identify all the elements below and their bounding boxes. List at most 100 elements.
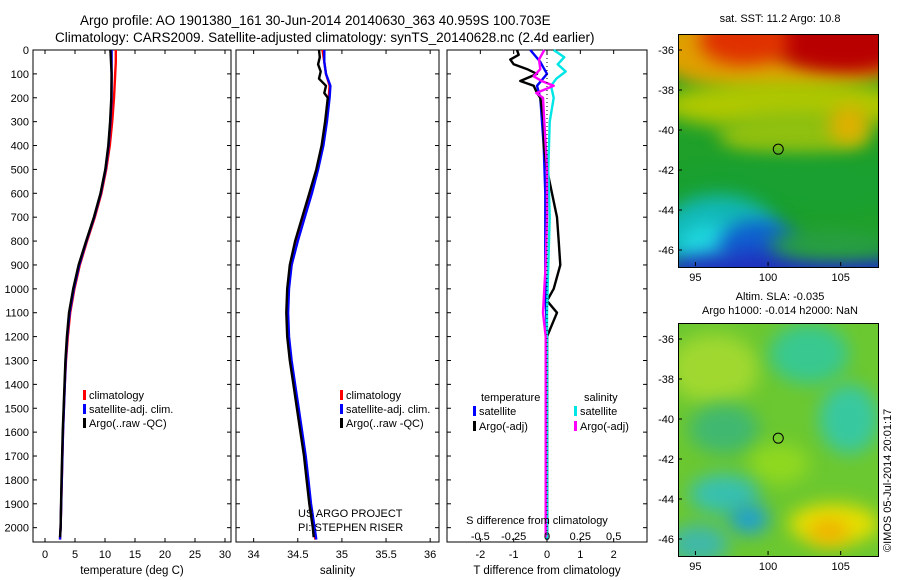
x-tick-label: 20 xyxy=(159,549,171,561)
x-tick-label: 36 xyxy=(424,549,436,561)
series-line-3 xyxy=(545,49,567,540)
legend-label: climatology xyxy=(89,390,145,402)
x-axis-label: temperature (deg C) xyxy=(80,565,184,577)
map-lat-label: -44 xyxy=(658,494,674,506)
map-lat-label: -46 xyxy=(658,534,674,546)
map-lat-label: -38 xyxy=(658,374,674,386)
x2-tick-label: 0.25 xyxy=(570,531,591,543)
legend-label: satellite-adj. clim. xyxy=(89,404,173,416)
legend-swatch xyxy=(574,421,577,431)
x2-tick-label: -0.25 xyxy=(501,531,526,543)
imos-credit: ©IMOS 05-Jul-2014 20:01:17 xyxy=(882,408,894,552)
map-lon-label: 105 xyxy=(832,561,850,573)
legend-swatch xyxy=(83,390,86,400)
y-tick-label: 100 xyxy=(11,69,29,81)
x-tick-label: 15 xyxy=(129,549,141,561)
y-tick-label: 1100 xyxy=(5,308,29,320)
x-tick-label: 10 xyxy=(99,549,111,561)
x-axis-label: T difference from climatology xyxy=(473,565,620,577)
y-tick-label: 1200 xyxy=(5,332,29,344)
y-tick-label: 400 xyxy=(11,141,29,153)
legend-label: Argo(-adj) xyxy=(580,421,629,433)
x-tick-label: 34 xyxy=(248,549,260,561)
x2-tick-label: 0 xyxy=(544,531,550,543)
y-tick-label: 700 xyxy=(11,212,29,224)
series-line-2 xyxy=(509,49,562,538)
legend-label: satellite xyxy=(479,406,516,418)
legend-swatch xyxy=(340,418,343,428)
y-tick-label: 1900 xyxy=(5,499,29,511)
map-lon-label: 100 xyxy=(759,561,777,573)
legend-swatch xyxy=(83,404,86,414)
sla-map-title2: Argo h1000: -0.014 h2000: NaN xyxy=(702,305,858,317)
y-tick-label: 300 xyxy=(11,117,29,129)
project-annotation: US ARGO PROJECT xyxy=(298,508,403,520)
x-tick-label: 1 xyxy=(577,549,583,561)
legend-swatch xyxy=(473,406,476,416)
map-lat-label: -42 xyxy=(658,454,674,466)
x-tick-label: 35 xyxy=(336,549,348,561)
x-axis-label: salinity xyxy=(320,565,355,577)
series-line-3 xyxy=(285,49,329,538)
project-annotation: PI: STEPHEN RISER xyxy=(298,522,403,534)
x-tick-label: 35.5 xyxy=(375,549,396,561)
y-tick-label: 800 xyxy=(11,236,29,248)
map-lat-label: -36 xyxy=(658,45,674,57)
sst-map-title: sat. SST: 11.2 Argo: 10.8 xyxy=(719,13,841,25)
panel-1: 0100200300400500600700800900100011001200… xyxy=(5,45,232,577)
series-line-4 xyxy=(532,49,555,538)
y-tick-label: 200 xyxy=(11,93,29,105)
x-tick-label: 34.5 xyxy=(287,549,308,561)
map-lat-label: -38 xyxy=(658,85,674,97)
map-lon-label: 100 xyxy=(759,272,777,284)
y-tick-label: 2000 xyxy=(5,523,29,535)
map-lat-label: -44 xyxy=(658,205,674,217)
legend-label: climatology xyxy=(346,390,402,402)
header-line2: Climatology: CARS2009. Satellite-adjuste… xyxy=(55,30,595,45)
x-tick-label: 30 xyxy=(219,549,231,561)
y-tick-label: 600 xyxy=(11,188,29,200)
legend-swatch xyxy=(574,406,577,416)
y-tick-label: 1800 xyxy=(5,475,29,487)
y-tick-label: 1000 xyxy=(5,284,29,296)
map-lat-label: -40 xyxy=(658,414,674,426)
y-tick-label: 1500 xyxy=(5,403,29,415)
map-lat-label: -36 xyxy=(658,334,674,346)
series-line-3 xyxy=(58,49,113,538)
x-tick-label: 0 xyxy=(42,549,48,561)
map-lat-label: -46 xyxy=(658,245,674,257)
x-tick-label: 0 xyxy=(544,549,550,561)
map-lon-label: 95 xyxy=(689,561,701,573)
header-line1: Argo profile: AO 1901380_161 30-Jun-2014… xyxy=(80,13,551,28)
legend-label: satellite xyxy=(580,406,617,418)
plot-frame xyxy=(32,49,232,543)
legend-label: Argo(..raw -QC) xyxy=(346,418,424,430)
x2-tick-label: 0.5 xyxy=(606,531,621,543)
legend-label: satellite-adj. clim. xyxy=(346,404,430,416)
y-tick-label: 900 xyxy=(11,260,29,272)
map-lon-label: 95 xyxy=(689,272,701,284)
y-tick-label: 1300 xyxy=(5,355,29,367)
legend-header: salinity xyxy=(584,392,618,404)
legend-header: temperature xyxy=(481,392,540,404)
x-tick-label: 5 xyxy=(72,549,78,561)
x2-tick-label: -0.5 xyxy=(471,531,490,543)
y-tick-label: 0 xyxy=(23,45,29,57)
legend-swatch xyxy=(83,418,86,428)
legend-label: Argo(..raw -QC) xyxy=(89,418,167,430)
map-lat-label: -40 xyxy=(658,125,674,137)
y-tick-label: 1700 xyxy=(5,451,29,463)
y-tick-label: 1600 xyxy=(5,427,29,439)
legend-swatch xyxy=(340,404,343,414)
map-lat-label: -42 xyxy=(658,165,674,177)
x-tick-label: -1 xyxy=(509,549,519,561)
x-tick-label: 25 xyxy=(189,549,201,561)
y-tick-label: 500 xyxy=(11,164,29,176)
sla-map-title1: Altim. SLA: -0.035 xyxy=(735,291,825,303)
panel-2: 34 34.5 35 35.5 36 salinity climatology satelli… xyxy=(235,49,440,577)
map-lon-label: 105 xyxy=(832,272,850,284)
plot-frame xyxy=(235,49,440,543)
legend-swatch xyxy=(340,390,343,400)
legend-label: Argo(-adj) xyxy=(479,421,528,433)
x-tick-label: -2 xyxy=(475,549,485,561)
